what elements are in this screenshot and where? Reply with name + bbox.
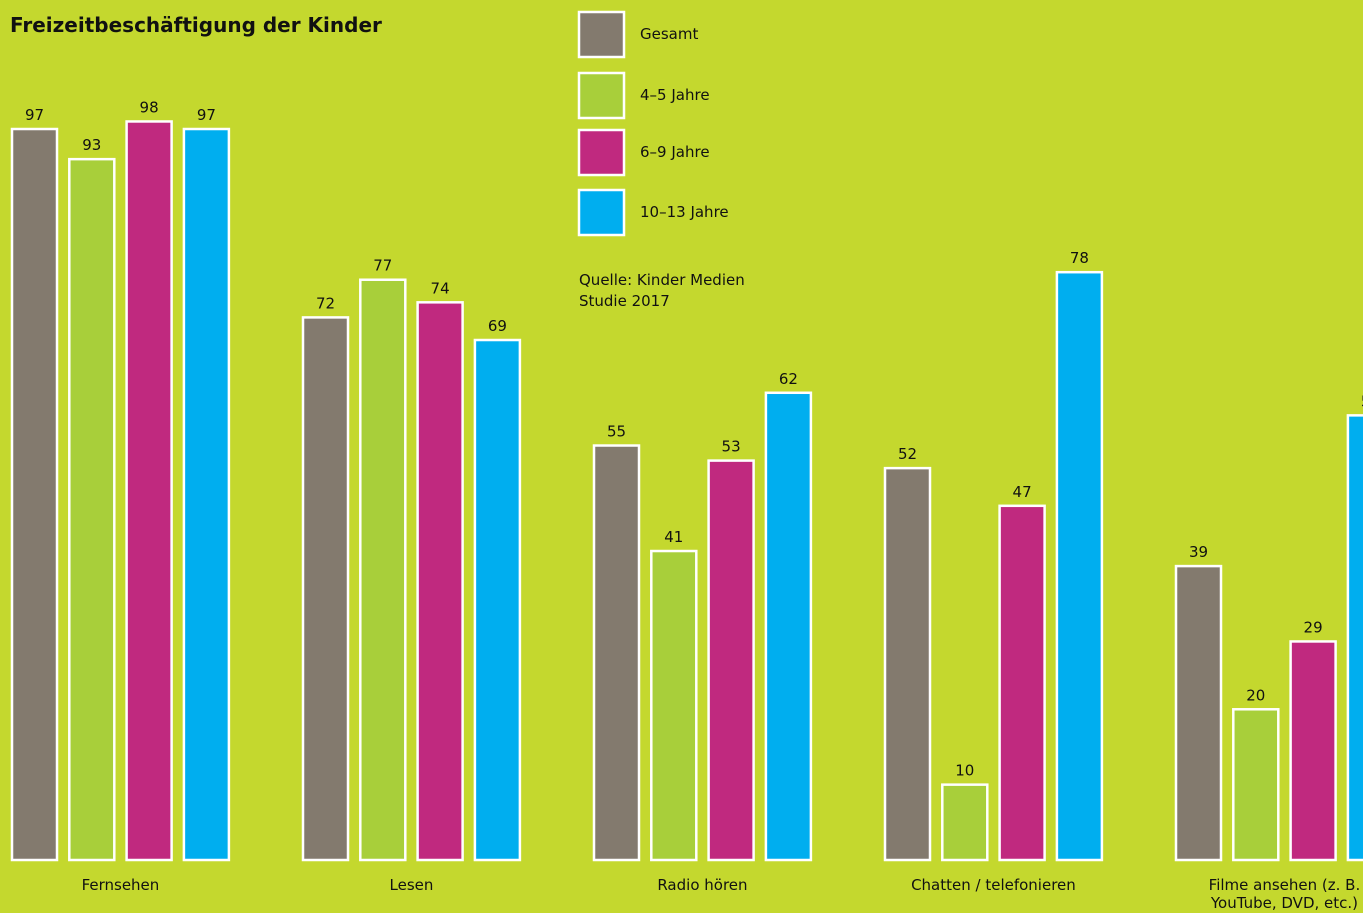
value-label: 97 (197, 106, 216, 124)
bar (592, 444, 641, 862)
value-label: 10 (955, 762, 974, 780)
bar (301, 316, 350, 862)
legend-swatch (577, 10, 626, 59)
bar (182, 127, 231, 862)
x-tick-label: Filme ansehen (z. B. YouTube, DVD, etc.) (1208, 876, 1361, 912)
bar (1174, 564, 1223, 862)
x-tick-label: Radio hören (657, 876, 748, 894)
bar (10, 127, 59, 862)
value-label: 41 (664, 528, 683, 546)
bar (125, 120, 173, 862)
x-tick-label: Lesen (389, 876, 434, 894)
bar (416, 301, 464, 862)
bar (941, 783, 989, 862)
legend-swatch (577, 128, 626, 177)
legend-label: 4–5 Jahre (640, 86, 710, 104)
value-label: 62 (779, 370, 798, 388)
value-label: 52 (898, 445, 917, 463)
value-label: 77 (373, 257, 392, 275)
source-note: Quelle: Kinder Medien Studie 2017 (579, 271, 745, 310)
value-label: 53 (722, 438, 741, 456)
bar (359, 278, 407, 862)
bar (650, 549, 698, 862)
value-label: 74 (431, 279, 450, 297)
value-label: 20 (1246, 686, 1265, 704)
value-label: 59 (1361, 392, 1363, 410)
legend-label: Gesamt (640, 25, 698, 43)
legend-label: 6–9 Jahre (640, 143, 710, 161)
value-label: 47 (1013, 483, 1032, 501)
bar (68, 157, 116, 862)
value-label: 98 (140, 98, 159, 116)
bar (998, 504, 1046, 862)
bar (707, 459, 755, 862)
bar (764, 391, 813, 862)
value-label: 93 (82, 136, 101, 154)
value-label: 39 (1189, 543, 1208, 561)
chart-title: Freizeitbeschäftigung der Kinder (10, 13, 382, 37)
value-label: 97 (25, 106, 44, 124)
value-label: 69 (488, 317, 507, 335)
value-label: 29 (1304, 618, 1323, 636)
bar (1055, 270, 1104, 862)
x-tick-label: Chatten / telefonieren (911, 876, 1076, 894)
value-label: 55 (607, 423, 626, 441)
legend-swatch (577, 188, 626, 237)
bar (1289, 640, 1337, 862)
value-label: 78 (1070, 249, 1089, 267)
bar (1346, 414, 1363, 862)
value-label: 72 (316, 294, 335, 312)
legend-swatch (577, 71, 626, 120)
bar (473, 338, 522, 862)
bar (883, 466, 932, 862)
bar (1232, 708, 1280, 862)
x-tick-label: Fernsehen (81, 876, 160, 894)
legend-label: 10–13 Jahre (640, 203, 729, 221)
